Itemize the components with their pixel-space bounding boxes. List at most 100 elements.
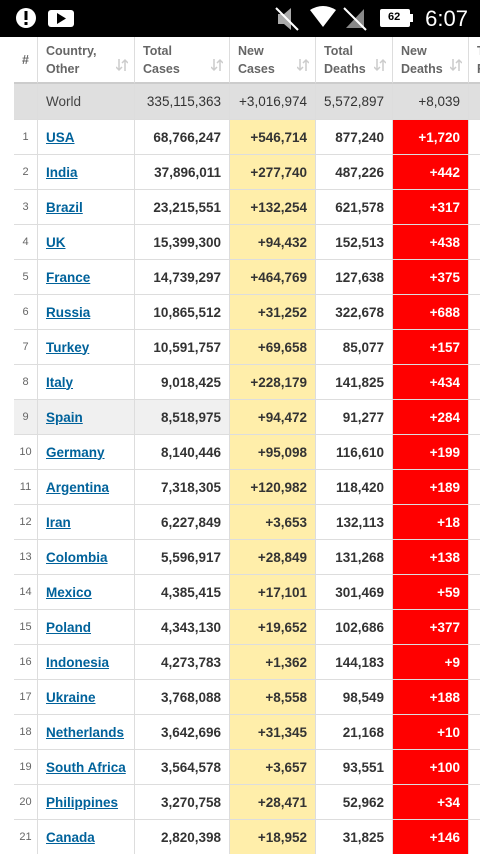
value-text: +317 — [429, 199, 460, 215]
country-cell[interactable]: Ukraine — [38, 680, 135, 715]
country-link[interactable]: Spain — [46, 409, 83, 425]
rank-text: 15 — [19, 621, 32, 633]
column-header[interactable]: Total Cases — [135, 37, 230, 84]
country-cell[interactable]: Mexico — [38, 575, 135, 610]
country-link[interactable]: Germany — [46, 444, 105, 460]
header-text: # — [22, 51, 29, 69]
country-cell[interactable]: Turkey — [38, 330, 135, 365]
value-cell: +8,558 — [230, 680, 316, 715]
country-cell[interactable]: UK — [38, 225, 135, 260]
country-link[interactable]: India — [46, 164, 78, 180]
country-cell[interactable]: Poland — [38, 610, 135, 645]
country-cell[interactable]: Indonesia — [38, 645, 135, 680]
value-text: 621,578 — [335, 199, 384, 215]
value-cell: +228,179 — [230, 365, 316, 400]
value-text: +1,720 — [418, 129, 460, 145]
country-link[interactable]: Netherlands — [46, 724, 125, 740]
extra-cell — [469, 190, 480, 225]
country-link[interactable]: Italy — [46, 374, 74, 390]
header-line: T — [477, 44, 480, 58]
country-link[interactable]: France — [46, 269, 91, 285]
rank-text: 8 — [22, 376, 29, 388]
column-header[interactable]: New Cases — [230, 37, 316, 84]
country-cell[interactable]: France — [38, 260, 135, 295]
value-cell: 68,766,247 — [135, 120, 230, 155]
rank-cell: 17 — [14, 680, 38, 715]
column-header[interactable]: TF — [469, 37, 480, 84]
rank-cell: 3 — [14, 190, 38, 225]
country-link[interactable]: Ukraine — [46, 689, 96, 705]
country-cell[interactable]: Russia — [38, 295, 135, 330]
world-value: 5,572,897 — [323, 94, 384, 109]
rank-text: 18 — [19, 726, 32, 738]
country-link[interactable]: USA — [46, 129, 75, 145]
value-text: 4,343,130 — [160, 619, 221, 635]
country-link[interactable]: Canada — [46, 829, 95, 845]
extra-cell — [469, 155, 480, 190]
country-cell[interactable]: Netherlands — [38, 715, 135, 750]
country-link[interactable]: Russia — [46, 304, 91, 320]
value-text: 2,820,398 — [160, 829, 221, 845]
rank-text: 17 — [19, 691, 32, 703]
country-cell[interactable]: Argentina — [38, 470, 135, 505]
country-cell[interactable]: South Africa — [38, 750, 135, 785]
country-cell[interactable]: Italy — [38, 365, 135, 400]
column-header[interactable]: New Deaths — [393, 37, 469, 84]
value-cell: +69,658 — [230, 330, 316, 365]
value-cell: 15,399,300 — [135, 225, 230, 260]
value-text: +377 — [429, 619, 460, 635]
value-text: +9 — [444, 654, 460, 670]
country-link[interactable]: Brazil — [46, 199, 83, 215]
value-text: 4,273,783 — [160, 654, 221, 670]
country-link[interactable]: Iran — [46, 514, 71, 530]
value-cell: 10,865,512 — [135, 295, 230, 330]
value-cell: 152,513 — [316, 225, 393, 260]
value-cell: 144,183 — [316, 645, 393, 680]
country-link[interactable]: South Africa — [46, 759, 126, 775]
value-cell: +9 — [393, 645, 469, 680]
extra-cell — [469, 715, 480, 750]
world-value: +8,039 — [393, 84, 469, 120]
country-cell[interactable]: Germany — [38, 435, 135, 470]
value-cell: 91,277 — [316, 400, 393, 435]
country-cell[interactable]: Brazil — [38, 190, 135, 225]
value-text: +94,432 — [257, 234, 307, 250]
sort-icon — [450, 58, 462, 72]
country-link[interactable]: Colombia — [46, 549, 108, 565]
country-cell[interactable]: Canada — [38, 820, 135, 854]
country-link[interactable]: Indonesia — [46, 654, 110, 670]
value-text: 68,766,247 — [153, 129, 221, 145]
country-link[interactable]: Turkey — [46, 339, 90, 355]
country-link[interactable]: Mexico — [46, 584, 92, 600]
status-bar: 62 6:07 — [0, 0, 480, 37]
value-cell: +19,652 — [230, 610, 316, 645]
world-label: World — [46, 94, 82, 109]
country-link[interactable]: Philippines — [46, 794, 119, 810]
value-cell: +59 — [393, 575, 469, 610]
header-line: Total — [143, 43, 172, 58]
country-cell[interactable]: India — [38, 155, 135, 190]
country-link[interactable]: Poland — [46, 619, 92, 635]
value-cell: 8,140,446 — [135, 435, 230, 470]
country-cell[interactable]: Philippines — [38, 785, 135, 820]
column-header[interactable]: Total Deaths — [316, 37, 393, 84]
country-link[interactable]: Argentina — [46, 479, 110, 495]
country-cell[interactable]: Spain — [38, 400, 135, 435]
country-link[interactable]: UK — [46, 234, 66, 250]
extra-cell — [469, 470, 480, 505]
rank-text: 10 — [19, 446, 32, 458]
value-text: +375 — [429, 269, 460, 285]
value-cell: 621,578 — [316, 190, 393, 225]
value-text: +157 — [429, 339, 460, 355]
extra-cell — [469, 750, 480, 785]
value-cell: 4,385,415 — [135, 575, 230, 610]
value-cell: +434 — [393, 365, 469, 400]
country-cell[interactable]: Iran — [38, 505, 135, 540]
header-text: Total Cases — [143, 42, 180, 78]
column-header[interactable]: Country, Other — [38, 37, 135, 84]
country-cell[interactable]: Colombia — [38, 540, 135, 575]
value-text: 152,513 — [335, 234, 384, 250]
country-cell[interactable]: USA — [38, 120, 135, 155]
value-text: +138 — [429, 549, 460, 565]
world-value: 335,115,363 — [146, 94, 221, 109]
